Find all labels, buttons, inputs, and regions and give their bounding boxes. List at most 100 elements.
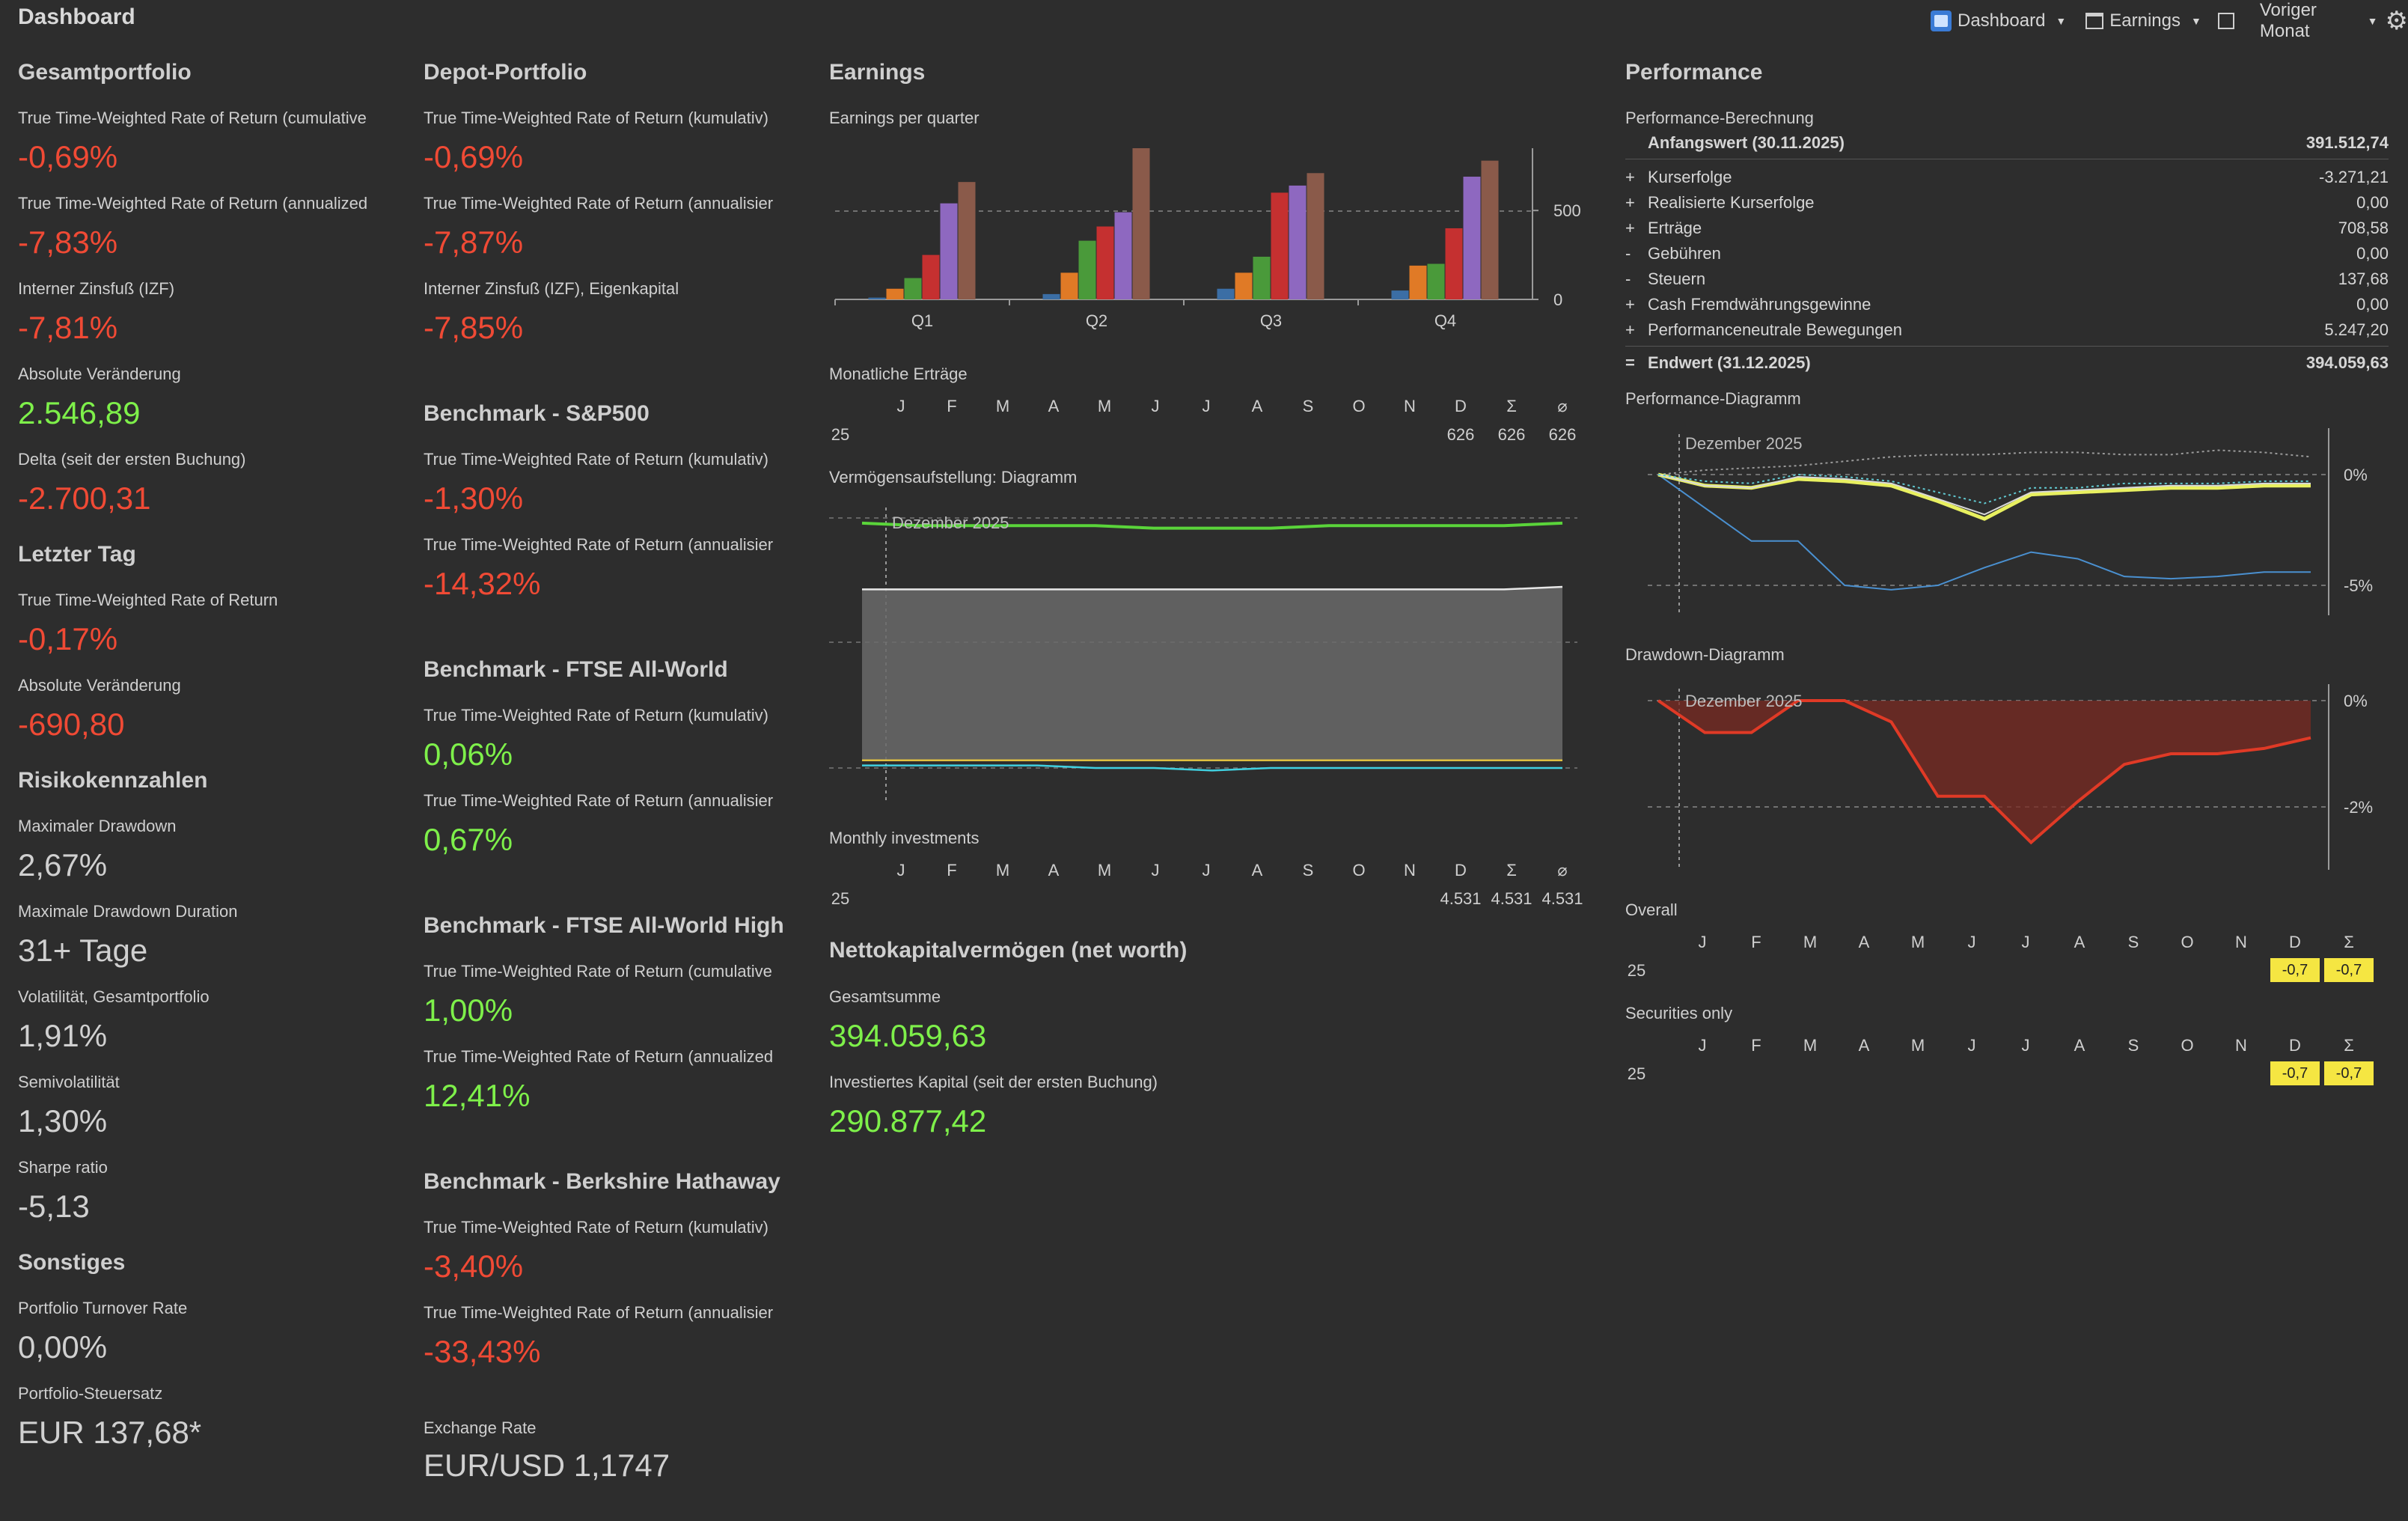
bar-Q4-5 — [1481, 160, 1499, 299]
depot-izf-label: Interner Zinsfuß (IZF), Eigenkapital — [424, 279, 679, 298]
bar-Q1-0 — [868, 297, 886, 299]
row-name: Erträge — [1648, 219, 1702, 237]
dashboard-label: Dashboard — [1958, 10, 2046, 31]
perf-series-2 — [1657, 472, 2311, 521]
new-window-icon — [2217, 13, 2234, 29]
row-value: 0,00 — [2356, 295, 2389, 314]
bar-Q1-5 — [958, 182, 976, 299]
delta-value: -2.700,31 — [18, 481, 151, 516]
delta-label: Delta (seit der ersten Buchung) — [18, 450, 246, 469]
dd-marker-label: Dezember 2025 — [1685, 692, 1803, 710]
ttwror-cum-value: -0,69% — [18, 139, 118, 174]
month-header: F — [947, 861, 957, 880]
avg-value: 4.531 — [1541, 889, 1583, 908]
period-dropdown[interactable]: Voriger Monat ▼ — [2260, 0, 2378, 42]
settings-button[interactable]: ⚙ — [2386, 6, 2408, 36]
ftse-high-cum-label: True Time-Weighted Rate of Return (cumul… — [424, 962, 772, 981]
row-value: 0,00 — [2356, 193, 2389, 212]
row-sign: + — [1625, 295, 1635, 314]
depot-cum-value: -0,69% — [424, 139, 524, 174]
ftse-ann-value: 0,67% — [424, 822, 513, 857]
tax-rate-value: EUR 137,68* — [18, 1415, 202, 1450]
ftse-high-cum-value: 1,00% — [424, 993, 513, 1028]
volatility-value: 1,91% — [18, 1018, 108, 1053]
securities-table: J F M A M J J A S O N D Σ 25 -0,7 -0,7 — [1625, 1036, 2389, 1088]
lt-abs-label: Absolute Veränderung — [18, 676, 181, 695]
depot-title: Depot-Portfolio — [424, 60, 587, 85]
month-header: N — [2235, 933, 2247, 951]
month-header: Σ — [1506, 861, 1517, 880]
quarter-tick-label: Q1 — [911, 311, 933, 330]
year-label: 25 — [1627, 1064, 1646, 1083]
month-header: A — [1251, 861, 1263, 880]
month-header: ⌀ — [1557, 861, 1568, 880]
vermoegen-area — [862, 587, 1562, 760]
izf-label: Interner Zinsfuß (IZF) — [18, 279, 175, 298]
benchmark-ftse-title: Benchmark - FTSE All-World — [424, 657, 728, 682]
month-header: M — [1803, 933, 1818, 951]
perf-calc-row: - Gebühren 0,00 — [1625, 244, 2389, 268]
benchmark-sp500-title: Benchmark - S&P500 — [424, 401, 650, 426]
semivolatility-label: Semivolatilität — [18, 1073, 120, 1091]
ftse-ann-label: True Time-Weighted Rate of Return (annua… — [424, 791, 774, 810]
month-header: J — [2021, 933, 2030, 951]
month-header: ⌀ — [1557, 397, 1568, 415]
sharpe-value: -5,13 — [18, 1189, 90, 1224]
row-value: 394.059,63 — [2305, 353, 2389, 372]
max-drawdown-label: Maximaler Drawdown — [18, 817, 177, 835]
invested-capital-value: 290.877,42 — [829, 1103, 987, 1139]
bar-Q2-3 — [1096, 226, 1114, 299]
perf-series-4 — [1657, 473, 2311, 505]
monthly-earnings-label: Monatliche Erträge — [829, 365, 968, 383]
month-header: J — [1698, 1036, 1707, 1055]
chevron-down-icon: ▼ — [2367, 15, 2378, 27]
month-header: O — [1352, 861, 1366, 880]
row-value: 137,68 — [2338, 269, 2389, 288]
row-value: 708,58 — [2338, 219, 2389, 237]
month-header: Σ — [2344, 933, 2354, 951]
month-header: O — [2181, 933, 2194, 951]
new-view-button[interactable] — [2217, 13, 2234, 29]
row-value: 391.512,74 — [2305, 133, 2389, 152]
securities-only-label: Securities only — [1625, 1004, 1733, 1022]
earnings-dropdown[interactable]: Earnings ▼ — [2085, 10, 2201, 31]
month-header: J — [1202, 397, 1211, 415]
month-header: A — [2074, 933, 2085, 951]
max-dd-duration-label: Maximale Drawdown Duration — [18, 902, 238, 921]
lt-ttwror-label: True Time-Weighted Rate of Return — [18, 591, 278, 609]
bar-Q4-1 — [1409, 265, 1427, 299]
performance-chart-label: Performance-Diagramm — [1625, 389, 1801, 408]
month-header: D — [2289, 1036, 2301, 1055]
dashboard-dropdown[interactable]: Dashboard ▼ — [1931, 10, 2066, 31]
dashboard-icon — [1931, 10, 1952, 31]
epq-ytick: 0 — [1553, 290, 1562, 309]
overall-label: Overall — [1625, 900, 1678, 919]
month-header: J — [1151, 397, 1160, 415]
sum-value: 626 — [1497, 425, 1526, 444]
row-name: Kurserfolge — [1648, 168, 1732, 186]
sp500-cum-value: -1,30% — [424, 481, 524, 516]
ftse-high-ann-value: 12,41% — [424, 1078, 531, 1113]
berkshire-cum-value: -3,40% — [424, 1249, 524, 1284]
performance-calc-label: Performance-Berechnung — [1625, 109, 1814, 127]
vermoegen-series-1 — [862, 585, 1563, 591]
earnings-per-quarter-label: Earnings per quarter — [829, 109, 980, 127]
volatility-label: Volatilität, Gesamtportfolio — [18, 987, 210, 1006]
row-value: 0,00 — [2356, 244, 2389, 263]
month-header: F — [1751, 1036, 1761, 1055]
sp500-cum-label: True Time-Weighted Rate of Return (kumul… — [424, 450, 768, 469]
drawdown-chart: Dezember 2025 0% -2% — [1648, 684, 2373, 870]
benchmark-berkshire-title: Benchmark - Berkshire Hathaway — [424, 1169, 780, 1194]
row-sign: + — [1625, 219, 1635, 237]
berkshire-ann-value: -33,43% — [424, 1334, 541, 1369]
turnover-label: Portfolio Turnover Rate — [18, 1299, 188, 1317]
exchange-rate-label: Exchange Rate — [424, 1418, 537, 1437]
lt-ttwror-value: -0,17% — [18, 621, 118, 656]
bar-Q4-0 — [1391, 290, 1409, 299]
window-title: Dashboard — [18, 4, 135, 29]
ttwror-cum-label: True Time-Weighted Rate of Return (cumul… — [18, 109, 367, 127]
bar-Q1-4 — [940, 203, 958, 299]
abs-change-value: 2.546,89 — [18, 395, 141, 430]
perf-calc-row: = Endwert (31.12.2025) 394.059,63 — [1625, 353, 2389, 377]
row-name: Performanceneutrale Bewegungen — [1648, 320, 1903, 339]
